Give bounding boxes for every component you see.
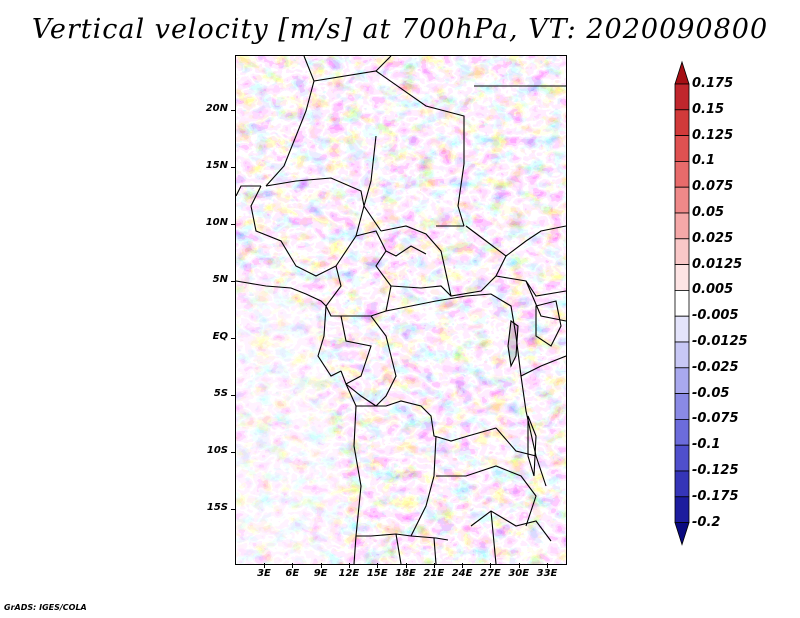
lon-tick	[490, 563, 492, 568]
colorbar-box	[674, 470, 690, 498]
colorbar-label: -0.125	[692, 463, 739, 478]
lon-tick-label: 30E	[508, 568, 530, 579]
colorbar-box	[674, 238, 690, 266]
lat-tick-label: 5N	[212, 274, 228, 285]
colorbar-label: -0.175	[692, 488, 739, 504]
lon-tick	[462, 563, 464, 568]
lon-tick-label: 24E	[451, 568, 473, 579]
colorbar-label: 0.0125	[692, 256, 743, 272]
colorbar-box	[674, 264, 690, 291]
colorbar-box	[674, 161, 690, 188]
lon-tick	[405, 563, 407, 568]
colorbar-label: -0.075	[692, 411, 739, 427]
lat-tick-label: 10S	[206, 445, 228, 456]
lat-tick	[231, 167, 236, 168]
lon-tick-label: 33E	[536, 568, 558, 579]
colorbar-box	[674, 444, 690, 472]
lon-tick	[264, 563, 265, 568]
lon-tick	[518, 563, 520, 568]
lon-tick-label: 18E	[395, 568, 416, 579]
colorbar-label: -0.05	[692, 385, 730, 401]
colorbar-label: 0.15	[692, 101, 725, 117]
lon-tick-label: 9E	[313, 568, 328, 579]
lon-tick-label: 15E	[366, 568, 388, 579]
colorbar-box	[674, 83, 690, 111]
colorbar-label: -0.1	[692, 437, 721, 453]
colorbar-box	[674, 186, 690, 214]
lon-tick-label: 27E	[480, 568, 501, 579]
grads-credit: GrADS: IGES/COLA	[4, 603, 87, 612]
colorbar-box	[674, 393, 690, 420]
velocity-field-detail	[236, 56, 566, 564]
lon-tick	[547, 563, 548, 568]
lon-tick	[320, 563, 322, 568]
lon-tick-label: 6E	[285, 568, 300, 579]
ocean-region	[236, 266, 346, 564]
colorbar-label: 0.175	[692, 76, 734, 91]
lat-tick	[231, 509, 236, 510]
colorbar-box	[674, 341, 690, 369]
lon-tick	[348, 563, 350, 568]
colorbar-label: -0.005	[692, 308, 739, 324]
country-borders	[236, 56, 566, 564]
colorbar-box	[674, 109, 690, 136]
colorbar-min-triangle	[674, 522, 690, 546]
colorbar-box	[674, 418, 690, 446]
lon-tick	[292, 563, 294, 568]
lat-tick-label: 20N	[205, 103, 228, 114]
colorbar-label: 0.1	[692, 153, 716, 169]
colorbar-label: -0.0125	[692, 334, 748, 349]
lat-tick	[231, 224, 236, 225]
lat-tick-label: EQ	[212, 331, 228, 342]
colorbar-label: 0.05	[692, 205, 725, 220]
colorbar-label: 0.125	[692, 127, 734, 143]
lat-tick	[231, 452, 236, 453]
colorbar-label: 0.005	[692, 282, 734, 298]
lat-tick-label: 15S	[206, 502, 228, 513]
lat-tick	[231, 110, 236, 111]
colorbar-box	[674, 496, 690, 523]
lat-tick-label: 10N	[205, 217, 228, 228]
lon-tick-label: 21E	[423, 568, 445, 579]
colorbar-max-triangle	[674, 60, 690, 85]
colorbar-label: 0.075	[692, 179, 734, 195]
colorbar-box	[674, 212, 690, 240]
colorbar-box	[674, 289, 690, 317]
plot-title: Vertical velocity [m/s] at 700hPa, VT: 2…	[31, 14, 769, 45]
lon-tick	[377, 563, 379, 568]
lat-tick-label: 5S	[213, 388, 228, 399]
map-panel	[235, 55, 567, 565]
colorbar-label: -0.025	[692, 359, 739, 375]
lat-tick	[231, 338, 236, 339]
lat-tick	[231, 395, 236, 396]
lon-tick	[433, 563, 435, 568]
lon-tick-label: 3E	[257, 568, 271, 579]
colorbar-box	[674, 135, 690, 162]
lon-tick-label: 12E	[338, 568, 360, 579]
colorbar-box	[674, 315, 690, 343]
colorbar-box	[674, 367, 690, 394]
lat-tick	[231, 281, 236, 282]
colorbar-label: -0.2	[692, 514, 721, 530]
colorbar	[674, 60, 690, 546]
colorbar-label: 0.025	[692, 230, 734, 246]
lat-tick-label: 15N	[205, 160, 228, 171]
vertical-velocity-map	[236, 56, 566, 564]
